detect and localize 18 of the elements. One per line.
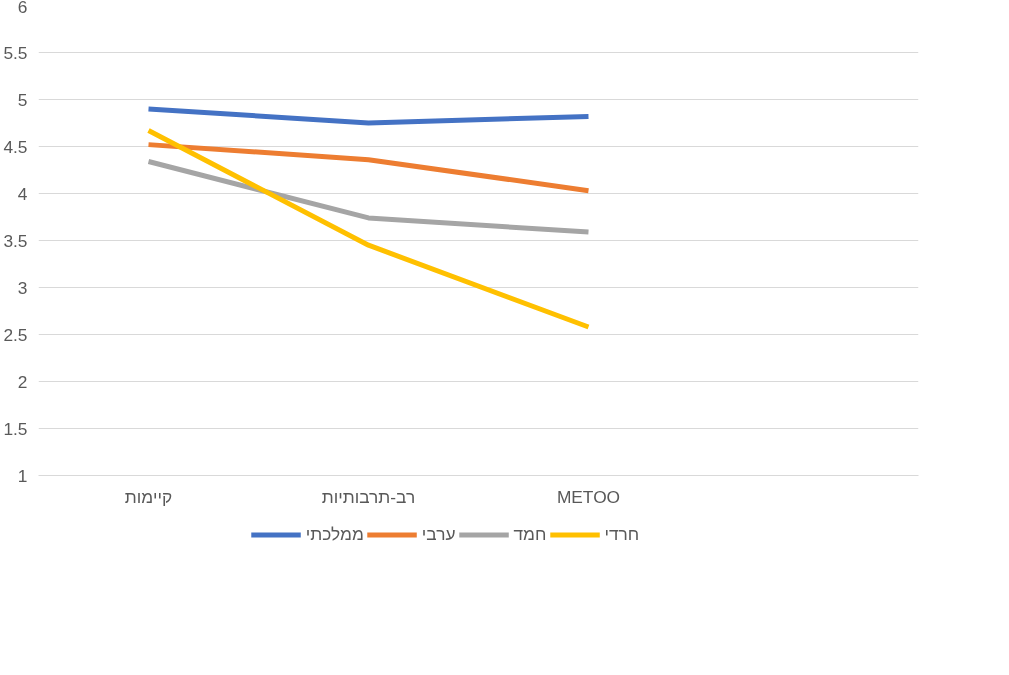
y-tick-label: 5.5 [3, 42, 28, 63]
legend-label: ממלכתי [305, 523, 364, 545]
y-tick-label: 1 [17, 465, 28, 486]
x-tick-label: קיימות [124, 486, 173, 507]
legend-label: חמד [513, 523, 547, 545]
y-tick-label: 2 [17, 371, 28, 392]
y-tick-label: 4.5 [3, 136, 28, 157]
y-tick-label: 4 [17, 183, 28, 204]
y-tick-label: 3.5 [3, 230, 28, 251]
legend-label: חרדי [604, 523, 640, 545]
x-tick-label: רב-תרבותיות [321, 486, 416, 507]
x-tick-label: METOO [556, 486, 621, 507]
y-tick-label: 3 [17, 277, 28, 298]
y-tick-label: 1.5 [3, 418, 28, 439]
y-tick-label: 2.5 [3, 324, 28, 345]
legend-label: ערבי [421, 523, 456, 545]
y-tick-label: 6 [17, 0, 28, 17]
y-tick-label: 5 [17, 89, 28, 110]
